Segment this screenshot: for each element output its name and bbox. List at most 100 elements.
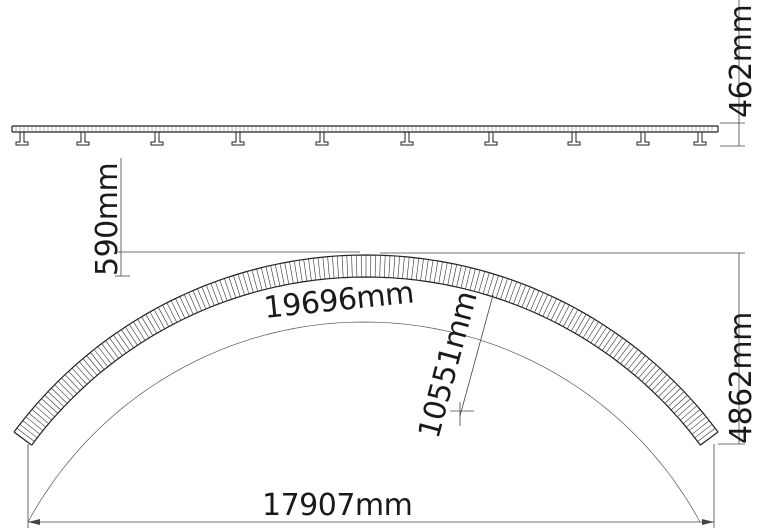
arch-rib [624, 350, 638, 367]
arch-rib [146, 314, 157, 333]
arch-rib [513, 283, 521, 304]
rise-offset-dimension: 590mm [90, 158, 360, 276]
arch-rib [543, 297, 552, 317]
arch-rib [665, 388, 681, 403]
arch-rib [125, 327, 137, 345]
arch-rib [655, 378, 670, 394]
arch-rib [695, 424, 712, 438]
arch-rib [698, 428, 716, 441]
arch-rib [154, 310, 165, 329]
arch-rib [142, 317, 153, 336]
arch-rib [94, 350, 108, 367]
arch-rib [642, 365, 657, 382]
arch-rib [457, 266, 462, 288]
panel-rib-marks [16, 126, 712, 132]
arch-rib [184, 295, 193, 315]
arch-rib [356, 255, 357, 277]
arch-rib [202, 287, 210, 307]
arch-rib [547, 299, 557, 319]
arch-rib [55, 385, 71, 401]
arch-rib [602, 332, 615, 350]
arch-rib [617, 344, 630, 362]
arch-rib [375, 255, 376, 277]
arch-rib [559, 305, 569, 325]
arch-rib [416, 258, 419, 280]
arc-length-label: 19696mm [262, 275, 415, 326]
arch-rib [243, 273, 249, 294]
arch-rib [384, 255, 385, 277]
straight-panel-elevation [12, 126, 718, 145]
arch-rib [304, 259, 307, 281]
arch-rib [522, 287, 530, 307]
support-leg [16, 132, 28, 145]
support-leg [637, 132, 649, 145]
arch-rib [117, 332, 130, 350]
arch-rib [87, 356, 101, 373]
arch-rib [474, 270, 480, 291]
arch-rib [23, 421, 40, 435]
arch-rib [443, 263, 447, 285]
arch-rib [133, 322, 145, 341]
arch-rib [29, 413, 46, 427]
arch-rib [352, 255, 353, 277]
arch-height-label: 4862mm [724, 312, 759, 444]
arch-rib [309, 259, 312, 281]
arch-rib [621, 347, 635, 364]
arch-rib [677, 402, 693, 417]
arch-rib [610, 338, 623, 356]
span-dimension: 17907mm [28, 444, 714, 528]
arch-rib [692, 421, 709, 435]
arch-rib [58, 381, 74, 397]
arch-rib [83, 359, 97, 376]
arch-rib [48, 392, 64, 407]
arch-rib [658, 381, 674, 397]
arch-rib [171, 301, 181, 321]
arch-rib [121, 330, 133, 348]
arch-rib [328, 257, 330, 279]
arch-rib [680, 406, 697, 420]
arch-rib [579, 317, 590, 336]
arch-rib [439, 262, 443, 284]
arch-rib [113, 335, 126, 353]
radius-dimension: 10551mm [412, 288, 493, 442]
arch-rib [689, 417, 706, 431]
arch-rib [158, 307, 169, 326]
arch-rib [271, 266, 276, 288]
arch-rib [211, 283, 219, 304]
arch-rib [652, 375, 667, 391]
arch-rib [129, 324, 141, 343]
arch-rib [479, 271, 485, 292]
support-leg [401, 132, 413, 145]
span-label: 17907mm [262, 488, 412, 523]
arch-rib [425, 259, 428, 281]
arch-rib [150, 312, 161, 331]
arch-rib [20, 424, 37, 438]
arch-rib [488, 274, 494, 295]
arch-rib [294, 261, 298, 283]
arch-rib [461, 267, 466, 288]
arch-rib [571, 312, 582, 331]
arch-rib [163, 305, 173, 325]
arch-rib [638, 362, 652, 379]
arch-rib [535, 293, 544, 313]
arch-rib [398, 256, 400, 278]
arch-rib [434, 261, 438, 283]
arch-rib [180, 297, 189, 317]
arch-rib [337, 256, 338, 278]
arch-rib [470, 269, 476, 290]
support-leg [77, 132, 89, 145]
arch-rib [628, 353, 642, 370]
arch-rib [635, 359, 649, 376]
arch-rib [645, 368, 660, 384]
arch-rib [318, 258, 320, 280]
arch-rib [247, 271, 253, 292]
arch-rib [42, 399, 58, 414]
arch-rib [257, 269, 263, 290]
arch-rib [106, 341, 119, 359]
arch-rib [671, 395, 687, 410]
support-leg [316, 132, 328, 145]
arch-rib [555, 303, 565, 323]
arch-rib [38, 402, 54, 417]
arch-rib [72, 368, 87, 384]
arch-rib [32, 409, 49, 423]
